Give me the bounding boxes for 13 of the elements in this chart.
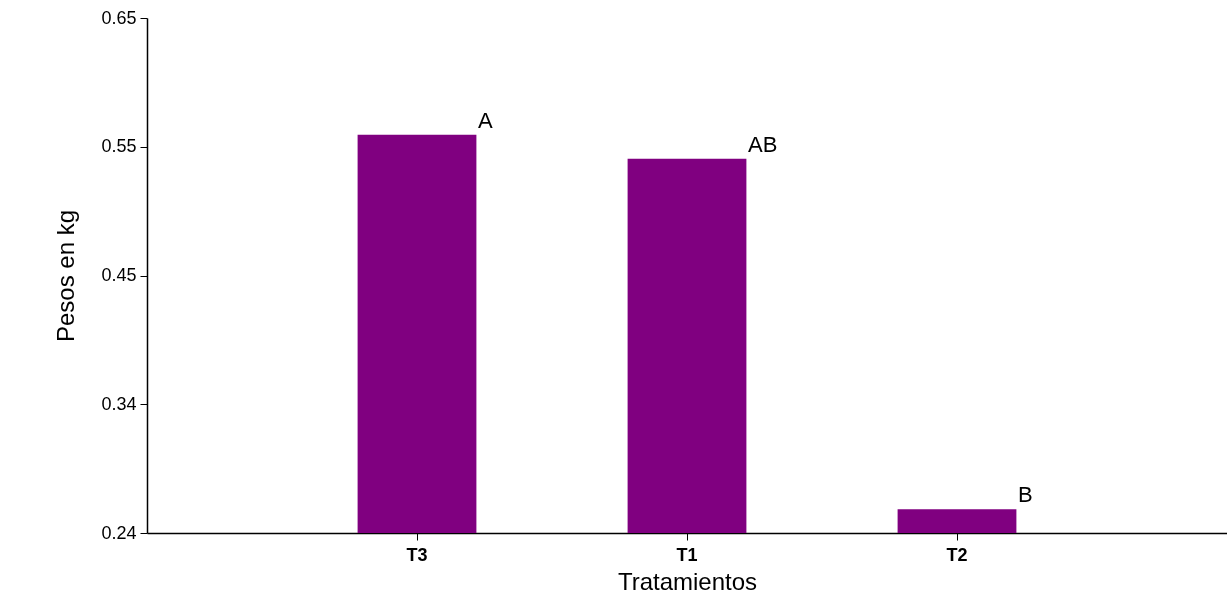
annotation: AB — [748, 131, 778, 157]
y-tick-label: 0.45 — [101, 265, 137, 285]
annotation: B — [1018, 482, 1033, 508]
y-tick-label: 0.65 — [101, 7, 137, 28]
x-tick-label: T1 — [676, 544, 698, 565]
y-axis-title: Pesos en kg — [52, 209, 80, 343]
x-axis-title: Tratamientos — [617, 567, 758, 595]
x-tick-label: T2 — [946, 544, 968, 565]
annotation: A — [478, 107, 493, 133]
y-tick-label: 0.55 — [101, 136, 137, 157]
x-tick-label: T3 — [406, 544, 428, 565]
y-tick-label: 0.34 — [101, 393, 137, 414]
y-tick-label: 0.24 — [101, 522, 137, 543]
